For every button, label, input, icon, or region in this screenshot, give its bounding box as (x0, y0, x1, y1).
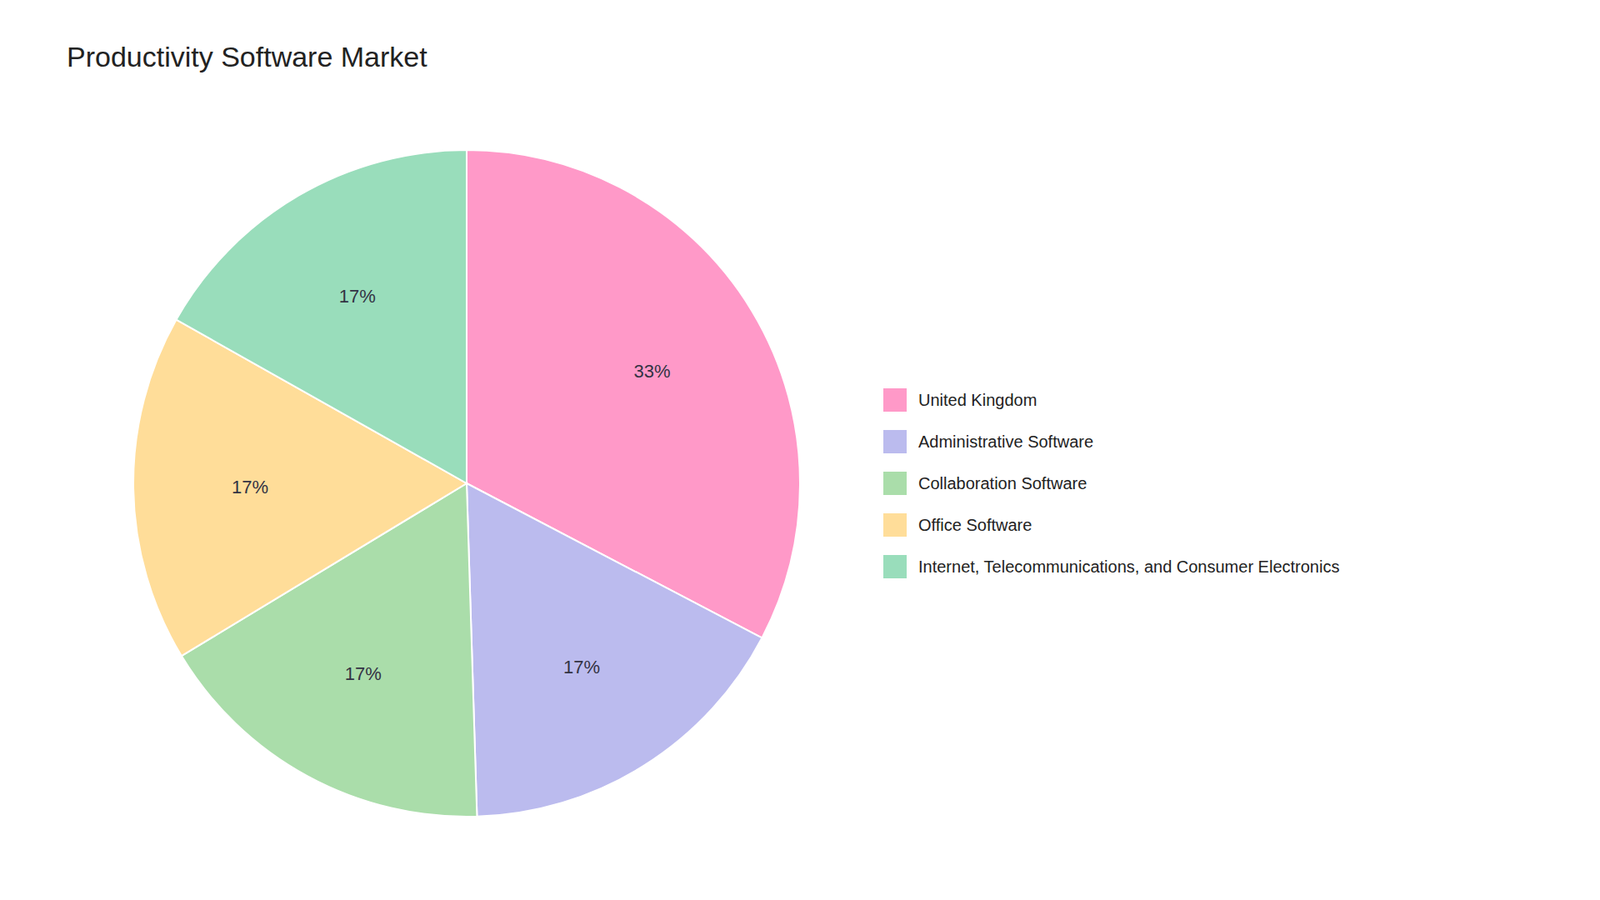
legend-item: Collaboration Software (883, 471, 1087, 495)
data-label: 17% (231, 476, 269, 498)
title: Productivity Software Market (66, 40, 428, 73)
data-label: 33% (633, 360, 670, 382)
legend: United Kingdom Administrative Software Col… (883, 388, 1340, 579)
legend-swatch (883, 513, 907, 537)
legend-label: Office Software (918, 515, 1032, 535)
data-label: 17% (339, 285, 376, 307)
slice (176, 150, 467, 484)
legend-label: Internet, Telecommunications, and Consum… (918, 557, 1340, 576)
legend-item: Internet, Telecommunications, and Consum… (883, 555, 1340, 579)
legend-swatch (883, 388, 907, 412)
slice (466, 483, 762, 817)
pie: 33% 17% 17% 17% 17% (133, 150, 800, 817)
legend-label: Administrative Software (918, 432, 1094, 451)
data-label: 17% (345, 663, 382, 685)
legend-label: Collaboration Software (918, 474, 1087, 493)
legend-item: Administrative Software (883, 430, 1094, 454)
legend-item: United Kingdom (883, 388, 1037, 412)
legend-swatch (883, 430, 907, 454)
data-label: 17% (563, 656, 600, 678)
legend-item: Office Software (883, 513, 1032, 537)
chart: Productivity Software Market 33% 17% 17% 17%… (0, 0, 1600, 900)
legend-label: United Kingdom (918, 390, 1037, 410)
legend-swatch (883, 471, 907, 495)
legend-swatch (883, 555, 907, 579)
